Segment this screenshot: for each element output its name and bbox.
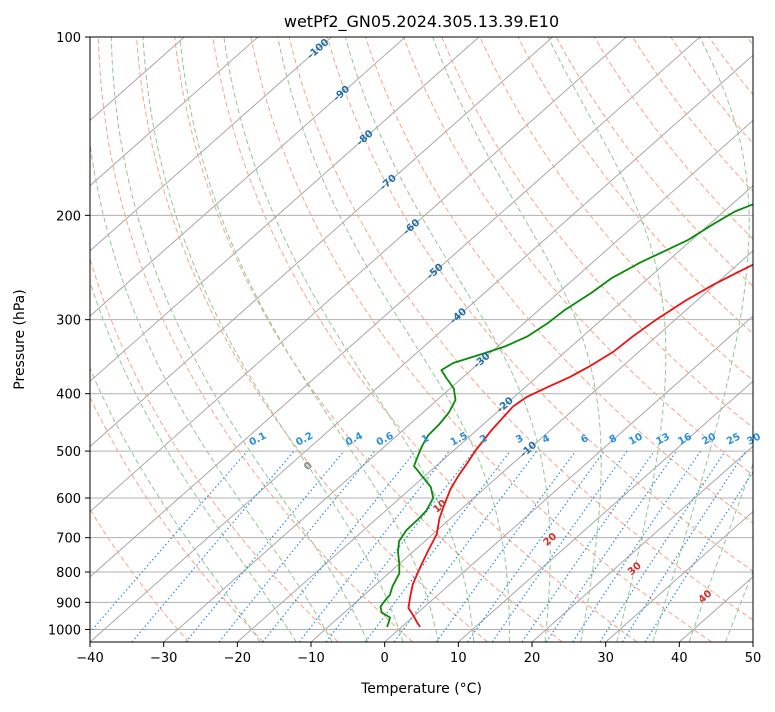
x-tick-label: −40	[76, 651, 103, 666]
x-tick-label: 10	[450, 651, 467, 666]
y-tick-label: 1000	[48, 623, 81, 638]
x-tick-label: −20	[224, 651, 251, 666]
x-tick-label: 0	[381, 651, 389, 666]
x-axis-label: Temperature (°C)	[360, 681, 482, 697]
x-tick-label: 20	[524, 651, 541, 666]
y-tick-label: 500	[56, 445, 81, 460]
y-tick-label: 900	[56, 596, 81, 611]
y-tick-label: 100	[56, 31, 81, 46]
y-tick-label: 200	[56, 209, 81, 224]
x-tick-label: 50	[745, 651, 762, 666]
y-tick-label: 600	[56, 492, 81, 507]
x-tick-label: 40	[671, 651, 688, 666]
y-axis-label: Pressure (hPa)	[12, 289, 28, 389]
x-tick-label: −10	[297, 651, 324, 666]
y-tick-label: 700	[56, 532, 81, 547]
y-tick-label: 800	[56, 566, 81, 581]
y-tick-label: 300	[56, 314, 81, 329]
chart-title: wetPf2_GN05.2024.305.13.39.E10	[284, 12, 559, 32]
y-tick-label: 400	[56, 388, 81, 403]
x-tick-label: −30	[150, 651, 177, 666]
x-tick-label: 30	[597, 651, 614, 666]
